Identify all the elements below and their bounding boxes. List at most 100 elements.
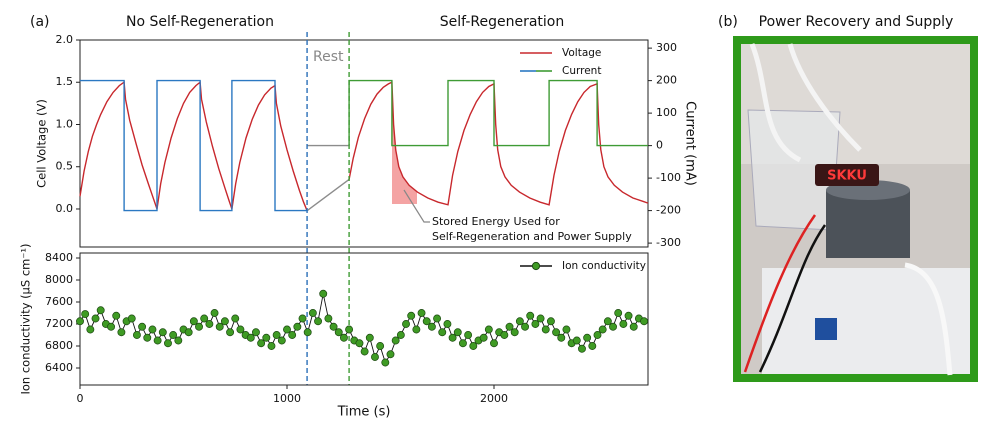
photo-title: Power Recovery and Supply: [759, 14, 954, 30]
y2-tick-label: 0: [656, 139, 663, 152]
data-point: [86, 325, 95, 334]
data-point: [277, 336, 286, 345]
data-point: [169, 331, 178, 339]
data-point: [438, 328, 447, 337]
data-point: [174, 336, 183, 345]
data-point: [164, 339, 172, 348]
wire: [743, 214, 817, 373]
data-point: [453, 328, 462, 337]
y-tick-label: 7200: [45, 317, 73, 330]
data-point: [184, 328, 193, 337]
data-point: [500, 331, 509, 339]
data-point: [272, 331, 281, 339]
photo: SKKU: [733, 36, 978, 382]
y2-tick-label: 100: [656, 106, 677, 119]
data-point: [81, 310, 90, 319]
y-tick-label: 2.0: [56, 33, 74, 46]
data-point: [288, 331, 297, 339]
y-tick-label: 6400: [45, 361, 73, 374]
y-tick-label: 1.5: [56, 75, 74, 88]
data-point: [381, 358, 390, 367]
data-point: [484, 325, 493, 334]
section-heading: No Self-Regeneration: [126, 14, 274, 30]
data-point: [427, 322, 436, 331]
data-point: [371, 353, 379, 361]
data-point: [572, 336, 581, 345]
data-point: [355, 339, 364, 348]
data-point: [598, 325, 607, 334]
note-pointer: [403, 189, 430, 223]
x-tick-label: 1000: [273, 392, 301, 405]
data-point: [127, 314, 136, 323]
y2-tick-label: -100: [656, 171, 681, 184]
data-point: [546, 317, 555, 326]
data-point: [541, 325, 550, 334]
data-point: [552, 328, 561, 337]
data-point: [479, 333, 488, 342]
data-point: [314, 317, 322, 326]
data-point: [464, 331, 473, 339]
legend-label: Current: [562, 65, 601, 77]
data-point: [490, 339, 498, 348]
y-axis-label: Cell Voltage (V): [35, 99, 49, 188]
data-point: [132, 331, 141, 339]
panel-label: (a): [30, 14, 50, 30]
y2-tick-label: 200: [656, 74, 677, 87]
data-point: [629, 322, 638, 331]
panel-label: (b): [718, 14, 738, 30]
data-point: [396, 331, 405, 339]
series-line: [80, 79, 308, 212]
data-point: [339, 333, 348, 342]
device-body: [826, 190, 910, 258]
data-point: [215, 322, 224, 331]
data-point: [578, 344, 586, 353]
stored-energy-area: [392, 82, 417, 204]
data-point: [283, 325, 291, 334]
series-line: [306, 178, 350, 212]
data-point: [422, 317, 431, 326]
data-point: [417, 309, 426, 317]
plot-frame: [79, 39, 649, 248]
data-point: [407, 311, 416, 320]
x-tick-label: 2000: [480, 392, 508, 405]
data-point: [469, 342, 478, 350]
data-point: [505, 322, 514, 331]
series-line: [79, 80, 649, 211]
data-point: [319, 289, 328, 298]
pump-panel: [815, 318, 837, 340]
data-point: [619, 320, 628, 328]
data-point: [298, 314, 307, 323]
y-tick-label: 8000: [45, 273, 73, 286]
data-point: [236, 325, 245, 334]
data-point: [117, 328, 126, 337]
data-point: [448, 333, 457, 342]
y-tick-label: 6800: [45, 339, 73, 352]
data-point: [603, 317, 612, 326]
data-point: [257, 339, 266, 348]
data-point: [329, 322, 338, 331]
series-line: [348, 79, 648, 147]
data-point: [153, 336, 162, 345]
data-point: [148, 325, 157, 334]
data-point: [107, 322, 115, 331]
data-point: [158, 328, 167, 337]
data-point: [345, 325, 354, 334]
data-point: [334, 328, 343, 337]
data-point: [189, 317, 198, 326]
y-axis-label: Ion conductivity (µS cm⁻¹): [19, 243, 33, 394]
y2-tick-label: -200: [656, 204, 681, 217]
data-point: [251, 328, 260, 337]
y-tick-label: 8400: [45, 251, 73, 264]
data-point: [557, 333, 566, 342]
data-point: [433, 314, 442, 323]
data-point: [205, 320, 214, 328]
section-heading: Self-Regeneration: [440, 14, 564, 30]
data-point: [112, 311, 121, 320]
data-point: [624, 311, 633, 320]
data-point: [210, 309, 219, 317]
y2-tick-label: 300: [656, 41, 677, 54]
data-point: [515, 317, 524, 326]
data-point: [391, 336, 400, 345]
data-point: [402, 320, 410, 328]
data-point: [308, 309, 317, 317]
